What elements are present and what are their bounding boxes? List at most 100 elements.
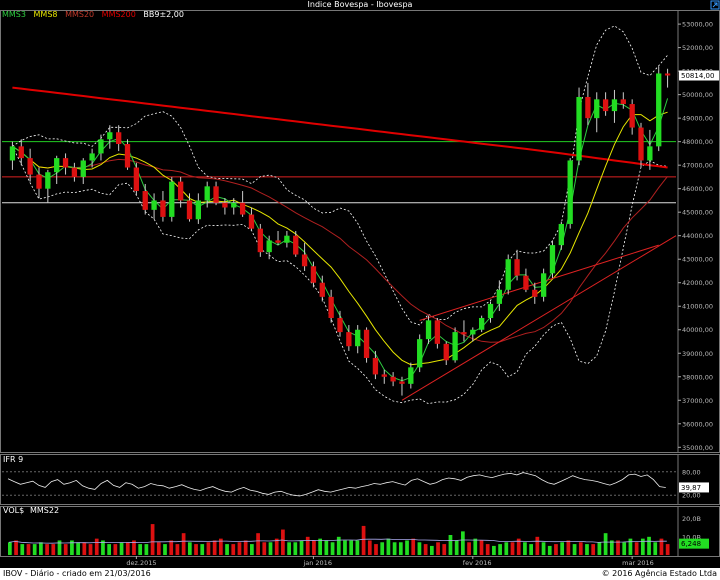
candle-body [355, 329, 361, 347]
volume-bar [355, 540, 360, 555]
volume-bar [578, 542, 583, 555]
volume-bar [119, 542, 124, 555]
candle-body [558, 223, 564, 246]
candle-body [443, 343, 449, 361]
candle-body [151, 200, 157, 210]
volume-bar [622, 542, 627, 555]
last-value-box [679, 70, 719, 81]
ifr-tick-label: 80,00 [682, 468, 701, 476]
volume-bar [554, 544, 558, 555]
volume-bar [597, 542, 602, 555]
volume-bar [659, 538, 664, 555]
volume-ma-title: MMS22 [30, 506, 59, 515]
candle-body [487, 303, 494, 318]
volume-bar [585, 544, 589, 555]
mms200-line [12, 86, 668, 169]
volume-bar [82, 542, 87, 555]
candle-body [478, 317, 485, 330]
candle-body [169, 181, 175, 217]
volume-bar [237, 542, 242, 555]
candle-body [124, 144, 131, 168]
price-tick-label: 43000,00 [682, 256, 713, 264]
indicator-legend: MMS3 MMS8 MMS20 MMS200 BB9±2,00 [2, 10, 189, 20]
panel-frame [0, 10, 720, 453]
volume-bar [76, 542, 80, 555]
volume-bar [63, 544, 68, 555]
candle-body [505, 259, 511, 290]
volume-bar [94, 538, 99, 555]
volume-bar [287, 542, 291, 555]
candle-body [656, 73, 662, 147]
volume-bar [187, 542, 192, 555]
volume-bar [88, 544, 93, 555]
volume-bar [32, 544, 37, 555]
volume-bar [169, 540, 174, 555]
legend-bb[interactable]: BB9±2,00 [143, 10, 184, 19]
volume-bar [523, 542, 527, 555]
candle-body [9, 146, 16, 161]
candle-body [567, 160, 573, 224]
candle-body [160, 200, 166, 217]
volume-bar [429, 545, 434, 555]
date-label: dez.2015 [126, 559, 156, 567]
ifr-line [7, 472, 666, 497]
legend-mms200[interactable]: MMS200 [101, 10, 136, 19]
candle-body [363, 329, 370, 358]
volume-bar [653, 542, 658, 555]
candle-body [45, 172, 51, 189]
volume-bar [541, 542, 546, 555]
volume-bar [8, 542, 12, 555]
candle-body [629, 104, 635, 128]
legend-mms8[interactable]: MMS8 [33, 10, 58, 19]
volume-bar [417, 542, 422, 555]
volume-bar [547, 545, 552, 555]
volume-bar [324, 540, 329, 555]
candle-body [408, 367, 414, 384]
footer-bar: IBOV - Diário - criado em 21/03/2016 © 2… [0, 568, 720, 580]
candle-body [310, 266, 317, 283]
chart-canvas[interactable]: 35000,00 36000,00 37000,00 38000,00 39000,00… [0, 0, 720, 568]
candle-body [213, 186, 219, 203]
volume-bar [467, 542, 471, 555]
bollinger-lower-line [12, 146, 668, 405]
volume-bar [175, 544, 180, 555]
volume-bar [39, 542, 43, 555]
price-tick-label: 47000,00 [682, 162, 713, 170]
price-tick-label: 36000,00 [682, 420, 713, 428]
volume-bar [398, 542, 403, 555]
volume-bar [268, 542, 273, 555]
volume-bar [194, 544, 198, 555]
candle-body [54, 158, 60, 173]
volume-bar [218, 538, 223, 555]
legend-mms20[interactable]: MMS20 [65, 10, 95, 19]
volume-bar [20, 544, 25, 555]
volume-bar [640, 538, 645, 555]
candle-body [231, 202, 237, 208]
legend-mms3[interactable]: MMS3 [2, 10, 26, 19]
volume-bar [26, 544, 31, 555]
candle-body [284, 235, 290, 243]
volume-bar [343, 540, 347, 555]
volume-bar [113, 544, 118, 555]
volume-tick-label: 20,0B [682, 515, 701, 523]
candle-body [62, 158, 69, 168]
volume-bar [485, 544, 490, 555]
mms3-line [12, 98, 669, 382]
volume-bar [70, 540, 74, 555]
volume-bar [200, 544, 205, 555]
volume-bar [138, 544, 143, 555]
volume-bar [516, 538, 521, 555]
date-label: fev 2016 [463, 559, 492, 567]
chart-title: Indice Bovespa - Ibovespa [307, 0, 413, 9]
candle-body [275, 240, 281, 243]
footer-source: IBOV - Diário - criado em 21/03/2016 [3, 569, 151, 578]
candle-body [647, 146, 653, 161]
price-tick-label: 40000,00 [682, 326, 713, 334]
volume-bar [448, 535, 453, 555]
volume-bar [107, 544, 112, 555]
mms20-line [12, 145, 668, 343]
candle-body [107, 132, 113, 140]
candle-body [27, 158, 33, 175]
volume-bar [473, 538, 478, 555]
volume-bar [380, 542, 385, 555]
